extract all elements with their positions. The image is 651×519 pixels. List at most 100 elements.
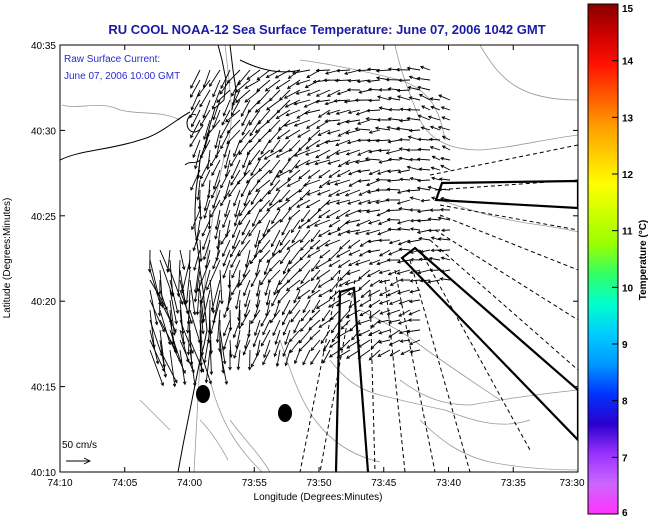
current-vector-head	[285, 197, 290, 202]
current-vector	[307, 189, 321, 196]
current-vector-head	[398, 206, 403, 211]
current-vector-head	[270, 149, 274, 154]
current-vector-head	[396, 190, 401, 195]
current-vector-head	[328, 223, 333, 228]
current-vector-head	[234, 305, 239, 310]
current-vector-head	[260, 323, 264, 327]
current-vector	[225, 109, 241, 123]
current-vector-head	[375, 68, 380, 73]
current-vector	[306, 119, 321, 129]
current-vector	[234, 209, 241, 226]
current-vector	[205, 249, 211, 269]
current-vector	[316, 239, 331, 250]
current-vector-head	[347, 78, 352, 83]
current-vector	[355, 229, 371, 235]
current-vector	[221, 109, 231, 126]
current-vector	[179, 339, 195, 373]
current-vector	[259, 199, 271, 212]
current-vector-head	[366, 138, 371, 143]
current-vector-head	[326, 93, 331, 97]
current-vector-head	[378, 340, 383, 344]
current-vector	[315, 149, 331, 159]
current-vector	[276, 109, 291, 119]
current-vector-head	[189, 143, 193, 148]
current-vector-head	[365, 182, 370, 187]
current-vector	[318, 319, 331, 328]
current-vector	[234, 199, 241, 218]
current-vector	[249, 129, 261, 143]
current-vector-head	[331, 338, 336, 343]
current-vector	[294, 99, 311, 105]
current-vector-head	[320, 340, 325, 345]
x-tick-label: 73:30	[559, 478, 584, 489]
current-vector	[219, 119, 231, 139]
current-vector-head	[263, 156, 268, 160]
current-vector-head	[316, 192, 321, 196]
current-vector-head	[357, 355, 362, 359]
current-vector	[199, 339, 203, 373]
current-vector	[438, 126, 451, 131]
current-vector-head	[282, 353, 286, 357]
current-vector-head	[299, 247, 304, 252]
current-vector	[190, 169, 201, 191]
current-vector-head	[201, 330, 205, 335]
current-vector-head	[275, 115, 280, 120]
current-vector-head	[366, 190, 371, 194]
current-vector	[308, 319, 321, 331]
current-vector-head	[244, 303, 248, 308]
current-vector-head	[348, 262, 352, 266]
current-vector-head	[190, 94, 194, 98]
current-vector	[287, 79, 301, 89]
current-vector	[233, 319, 241, 338]
current-vector-head	[189, 114, 193, 119]
current-vector	[276, 79, 291, 90]
current-vector-head	[192, 154, 196, 159]
scale-label: 50 cm/s	[62, 440, 97, 451]
current-vector-head	[323, 348, 327, 353]
current-vector	[203, 69, 211, 88]
current-vector-head	[409, 349, 414, 354]
current-vector	[327, 89, 341, 97]
current-vector	[409, 299, 421, 303]
current-vector	[205, 349, 211, 383]
current-vector	[369, 259, 381, 265]
current-vector	[294, 119, 311, 127]
current-vector-head	[408, 96, 413, 100]
current-vector	[194, 149, 201, 169]
current-vector-head	[357, 209, 362, 213]
current-vector	[224, 179, 231, 200]
current-vector-head	[358, 90, 363, 94]
current-vector	[223, 99, 231, 116]
current-vector-head	[395, 126, 400, 131]
current-vector	[388, 329, 401, 338]
current-vector-head	[241, 231, 246, 236]
current-vector-head	[307, 136, 312, 141]
current-vector-head	[275, 154, 280, 158]
current-vector	[254, 239, 261, 258]
current-vector-head	[172, 331, 176, 336]
current-vector-head	[241, 122, 245, 127]
current-vector	[283, 259, 291, 274]
current-vector-head	[344, 220, 349, 225]
current-vector	[159, 309, 171, 345]
current-vector	[328, 169, 341, 178]
current-vector	[368, 299, 381, 308]
current-vector	[410, 249, 421, 254]
current-vector	[199, 289, 205, 322]
current-vector	[246, 69, 261, 80]
colorbar	[587, 3, 619, 515]
current-vector	[236, 169, 251, 185]
current-vector-head	[288, 148, 293, 152]
annotation-line-2: June 07, 2006 10:00 GMT	[64, 71, 180, 82]
y-tick-label: 40:25	[31, 212, 56, 223]
current-vector-head	[180, 301, 184, 306]
current-vector	[306, 159, 321, 165]
current-vector-head	[247, 109, 252, 114]
current-vector-head	[399, 339, 404, 343]
current-vector	[397, 95, 411, 101]
current-vector-head	[310, 361, 314, 366]
current-vector-head	[419, 249, 424, 254]
current-vector-head	[288, 206, 292, 211]
current-vector-head	[284, 341, 288, 346]
current-vector-head	[388, 301, 393, 305]
